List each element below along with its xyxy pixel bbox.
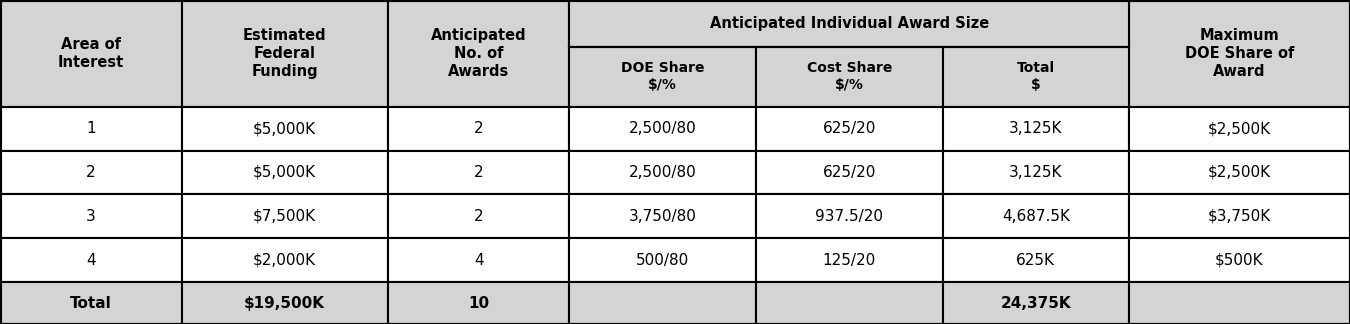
Text: Total
$: Total $: [1017, 62, 1054, 92]
Text: $2,500K: $2,500K: [1208, 121, 1272, 136]
Bar: [942, 282, 1129, 324]
Text: 10: 10: [468, 295, 489, 310]
Bar: [1129, 194, 1350, 238]
Bar: [182, 151, 387, 194]
Bar: [942, 194, 1129, 238]
Bar: [942, 47, 1129, 107]
Bar: [0, 107, 182, 151]
Text: 625K: 625K: [1017, 253, 1056, 268]
Text: $2,000K: $2,000K: [254, 253, 316, 268]
Text: $5,000K: $5,000K: [254, 121, 316, 136]
Bar: [387, 238, 570, 282]
Text: 3,125K: 3,125K: [1008, 165, 1062, 180]
Bar: [0, 194, 182, 238]
Bar: [182, 107, 387, 151]
Text: $5,000K: $5,000K: [254, 165, 316, 180]
Bar: [387, 194, 570, 238]
Text: Maximum
DOE Share of
Award: Maximum DOE Share of Award: [1185, 28, 1295, 79]
Text: 2,500/80: 2,500/80: [629, 121, 697, 136]
Bar: [387, 282, 570, 324]
Bar: [0, 238, 182, 282]
Text: 3,125K: 3,125K: [1008, 121, 1062, 136]
Text: 1: 1: [86, 121, 96, 136]
Bar: [756, 47, 942, 107]
Bar: [1129, 107, 1350, 151]
Bar: [0, 282, 182, 324]
Text: 2: 2: [474, 165, 483, 180]
Bar: [942, 107, 1129, 151]
Bar: [387, 107, 570, 151]
Bar: [182, 282, 387, 324]
Text: $19,500K: $19,500K: [244, 295, 325, 310]
Bar: [942, 238, 1129, 282]
Bar: [756, 282, 942, 324]
Text: Total: Total: [70, 295, 112, 310]
Text: 937.5/20: 937.5/20: [815, 209, 883, 224]
Text: 4: 4: [86, 253, 96, 268]
Bar: [1129, 151, 1350, 194]
Bar: [942, 151, 1129, 194]
Text: Anticipated
No. of
Awards: Anticipated No. of Awards: [431, 28, 526, 79]
Bar: [756, 151, 942, 194]
Bar: [1129, 282, 1350, 324]
Text: 625/20: 625/20: [822, 165, 876, 180]
Bar: [0, 0, 182, 107]
Bar: [570, 47, 756, 107]
Bar: [756, 107, 942, 151]
Text: Cost Share
$/%: Cost Share $/%: [806, 62, 892, 92]
Text: $500K: $500K: [1215, 253, 1264, 268]
Text: 2: 2: [474, 121, 483, 136]
Bar: [182, 194, 387, 238]
Text: DOE Share
$/%: DOE Share $/%: [621, 62, 705, 92]
Bar: [570, 107, 756, 151]
Bar: [570, 0, 1129, 47]
Bar: [570, 151, 756, 194]
Text: 3: 3: [86, 209, 96, 224]
Text: 4: 4: [474, 253, 483, 268]
Bar: [182, 0, 387, 107]
Text: $7,500K: $7,500K: [254, 209, 316, 224]
Text: Estimated
Federal
Funding: Estimated Federal Funding: [243, 28, 327, 79]
Bar: [387, 0, 570, 107]
Bar: [570, 194, 756, 238]
Bar: [570, 282, 756, 324]
Text: 125/20: 125/20: [822, 253, 876, 268]
Text: 3,750/80: 3,750/80: [629, 209, 697, 224]
Bar: [756, 194, 942, 238]
Text: 2: 2: [474, 209, 483, 224]
Text: 625/20: 625/20: [822, 121, 876, 136]
Text: 24,375K: 24,375K: [1000, 295, 1071, 310]
Bar: [570, 238, 756, 282]
Bar: [1129, 238, 1350, 282]
Text: 2,500/80: 2,500/80: [629, 165, 697, 180]
Text: $2,500K: $2,500K: [1208, 165, 1272, 180]
Bar: [182, 238, 387, 282]
Bar: [1129, 0, 1350, 107]
Text: 500/80: 500/80: [636, 253, 690, 268]
Text: Anticipated Individual Award Size: Anticipated Individual Award Size: [710, 16, 990, 31]
Text: Area of
Interest: Area of Interest: [58, 37, 124, 70]
Bar: [0, 151, 182, 194]
Text: 2: 2: [86, 165, 96, 180]
Text: $3,750K: $3,750K: [1208, 209, 1272, 224]
Bar: [756, 238, 942, 282]
Text: 4,687.5K: 4,687.5K: [1002, 209, 1069, 224]
Bar: [387, 151, 570, 194]
